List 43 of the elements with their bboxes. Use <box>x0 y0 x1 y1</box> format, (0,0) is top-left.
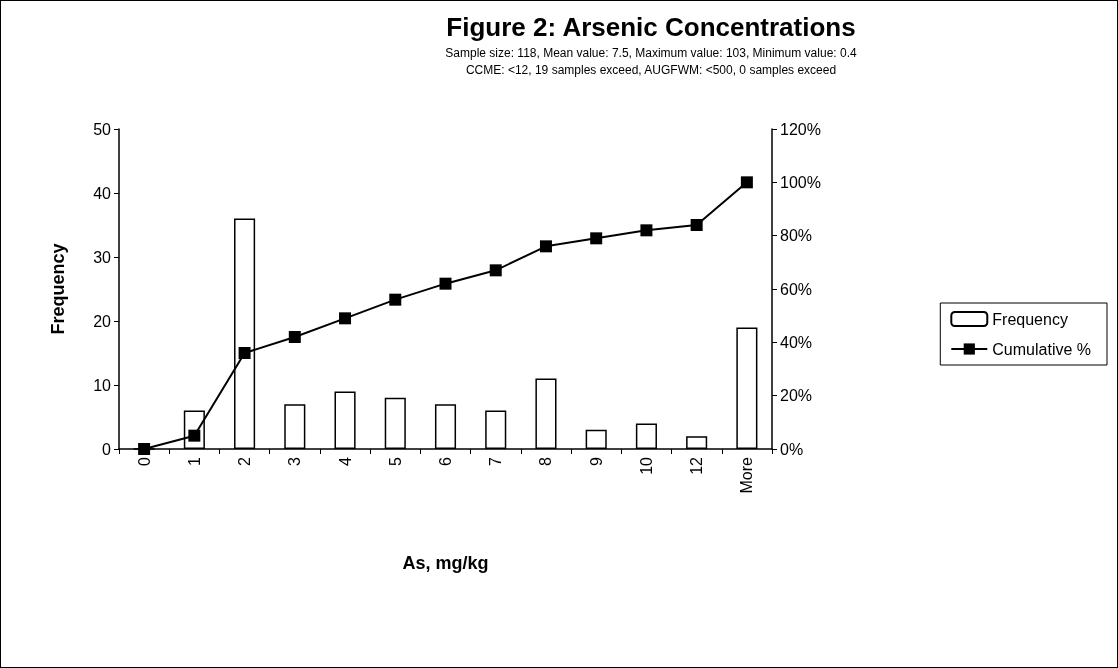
point <box>489 264 502 277</box>
x-tick-label: 6 <box>437 456 454 466</box>
x-tick-label: 0 <box>135 456 153 466</box>
point <box>539 240 552 253</box>
y-tick-label: 40 <box>93 184 112 202</box>
point <box>238 347 251 359</box>
point <box>389 293 402 306</box>
y2-tick-label: 100% <box>780 173 821 191</box>
y2-tick-label: 20% <box>780 387 813 405</box>
y-tick-label: 10 <box>93 376 112 394</box>
y2-tick-label: 80% <box>780 227 813 245</box>
point <box>439 277 452 290</box>
point <box>640 224 653 237</box>
point <box>740 176 753 189</box>
x-tick-label: 9 <box>587 456 605 466</box>
y2-tick-label: 60% <box>780 280 813 298</box>
y-tick-label: 30 <box>93 248 112 266</box>
chart-subtitle: Sample size: 118, Mean value: 7.5, Maximum value: 103, Minimum value: 0.4 CCME: <12, 19 samples exceed, AUGFWM: <500, 0 samples exceed <box>445 45 857 77</box>
x-axis-title: As, mg/kg <box>402 553 489 573</box>
x-tick-label: 1 <box>185 456 203 466</box>
x-tick-label: 10 <box>637 456 655 475</box>
point <box>138 443 151 455</box>
x-tick-label: More <box>738 456 756 494</box>
y-tick-label: 50 <box>93 120 112 138</box>
point <box>339 312 352 325</box>
y2-tick-label: 0% <box>780 440 804 458</box>
x-tick-label: 12 <box>688 456 706 475</box>
y2-tick-label: 120% <box>780 120 821 138</box>
point <box>690 219 703 231</box>
x-tick-label: 8 <box>537 456 555 466</box>
x-tick-label: 4 <box>336 456 354 466</box>
x-tick-label: 5 <box>386 456 404 466</box>
x-tick-label: 2 <box>236 456 254 466</box>
legend-label: Cumulative % <box>992 340 1091 358</box>
x-tick-label: 3 <box>286 456 304 466</box>
y-tick-label: 20 <box>93 312 112 330</box>
x-tick-label: 7 <box>487 456 505 466</box>
point <box>590 232 603 245</box>
y2-tick-label: 40% <box>780 333 813 351</box>
chart-title: Figure 2: Arsenic Concentrations <box>446 12 856 42</box>
point <box>288 331 301 343</box>
y-axis-title: Frequency <box>48 243 68 335</box>
legend-label: Frequency <box>992 310 1068 328</box>
